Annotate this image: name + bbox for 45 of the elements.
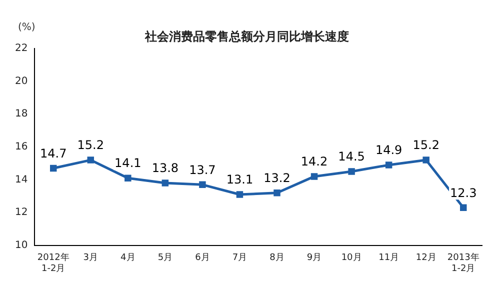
x-tick-label: 6月 xyxy=(195,253,210,264)
x-tick-label: 8月 xyxy=(270,253,284,264)
y-tick-label: 18 xyxy=(14,108,28,120)
point xyxy=(274,189,280,196)
x-tick-label: 7月 xyxy=(232,253,248,264)
y-tick-label: 10 xyxy=(14,240,28,251)
data-label: 14.5 xyxy=(338,150,365,164)
point xyxy=(162,180,169,186)
y-tick-label: 20 xyxy=(14,76,28,87)
y-tick-label: 14 xyxy=(14,174,28,186)
y-axis-title: (%) xyxy=(18,22,36,33)
x-tick-label: 5月 xyxy=(158,253,173,264)
data-label: 15.2 xyxy=(77,138,104,152)
x-tick-label: 12月 xyxy=(416,253,436,264)
data-label: 13.7 xyxy=(189,162,216,177)
x-tick-label: 4月 xyxy=(120,253,136,264)
x-tick-label: 11月 xyxy=(378,253,400,264)
point xyxy=(87,156,94,164)
data-label: 14.7 xyxy=(40,146,67,160)
y-tick-label: 16 xyxy=(14,141,28,152)
data-label: 15.2 xyxy=(412,138,440,152)
point xyxy=(348,168,355,175)
data-label: 14.2 xyxy=(300,154,328,169)
chart-title: 社会消费品零售总额分月同比增长速度 xyxy=(144,29,349,44)
point xyxy=(124,174,132,182)
point xyxy=(236,191,244,198)
data-label: 14.9 xyxy=(375,143,402,158)
point xyxy=(460,204,467,212)
point xyxy=(422,156,430,164)
x-tick-label: 2012年 1-2月 xyxy=(37,252,70,274)
x-tick-label: 9月 xyxy=(306,253,322,264)
data-label: 13.2 xyxy=(264,170,290,185)
point xyxy=(310,173,318,180)
x-tick-label: 2013年 1-2月 xyxy=(447,252,480,274)
y-tick-label: 22 xyxy=(14,42,28,54)
y-tick-label: 12 xyxy=(14,207,28,218)
data-label: 12.3 xyxy=(450,186,477,200)
data-label: 13.1 xyxy=(226,172,254,187)
x-tick-label: 10月 xyxy=(341,253,362,264)
data-label: 13.8 xyxy=(152,161,179,176)
x-tick-label: 3月 xyxy=(83,253,98,264)
point xyxy=(199,181,206,188)
point xyxy=(385,162,392,168)
point xyxy=(50,164,57,172)
data-label: 14.1 xyxy=(114,156,142,170)
